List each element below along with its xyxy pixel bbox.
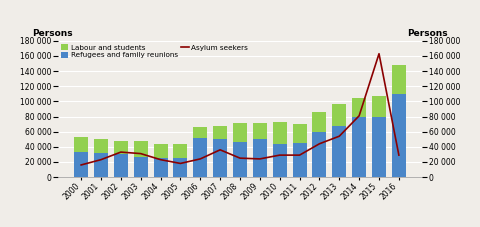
Text: Persons: Persons	[32, 29, 72, 38]
Asylum seekers	[178, 162, 183, 165]
Bar	[372, 96, 386, 116]
Asylum seekers	[78, 164, 84, 166]
Bar	[253, 123, 267, 139]
Text: Persons: Persons	[408, 29, 448, 38]
Bar	[392, 94, 406, 177]
Bar	[332, 104, 346, 126]
Bar	[253, 139, 267, 177]
Asylum seekers	[217, 148, 223, 151]
Bar	[312, 132, 326, 177]
Asylum seekers	[356, 114, 362, 117]
Legend: Labour and students, Refugees and family reunions, Asylum seekers: Labour and students, Refugees and family…	[61, 44, 248, 59]
Bar	[114, 141, 128, 154]
Asylum seekers	[98, 158, 104, 161]
Bar	[94, 139, 108, 153]
Bar	[154, 144, 168, 158]
Asylum seekers	[138, 152, 144, 155]
Bar	[193, 127, 207, 138]
Asylum seekers	[118, 151, 124, 153]
Bar	[352, 98, 366, 116]
Bar	[193, 138, 207, 177]
Bar	[273, 144, 287, 177]
Bar	[213, 126, 227, 139]
Bar	[114, 154, 128, 177]
Bar	[372, 116, 386, 177]
Bar	[233, 142, 247, 177]
Asylum seekers	[336, 135, 342, 138]
Asylum seekers	[257, 158, 263, 160]
Asylum seekers	[316, 142, 322, 145]
Bar	[173, 144, 187, 158]
Bar	[134, 141, 148, 157]
Bar	[273, 122, 287, 144]
Asylum seekers	[197, 158, 203, 160]
Bar	[293, 143, 307, 177]
Asylum seekers	[297, 154, 302, 156]
Bar	[74, 152, 88, 177]
Bar	[392, 65, 406, 94]
Bar	[352, 116, 366, 177]
Asylum seekers	[277, 154, 283, 156]
Bar	[213, 139, 227, 177]
Bar	[173, 158, 187, 177]
Bar	[332, 126, 346, 177]
Asylum seekers	[158, 158, 164, 161]
Asylum seekers	[376, 52, 382, 55]
Bar	[293, 124, 307, 143]
Line: Asylum seekers: Asylum seekers	[81, 54, 399, 165]
Asylum seekers	[396, 154, 402, 156]
Asylum seekers	[237, 157, 243, 160]
Bar	[233, 123, 247, 142]
Bar	[134, 157, 148, 177]
Bar	[94, 153, 108, 177]
Bar	[312, 112, 326, 132]
Bar	[154, 158, 168, 177]
Bar	[74, 137, 88, 152]
